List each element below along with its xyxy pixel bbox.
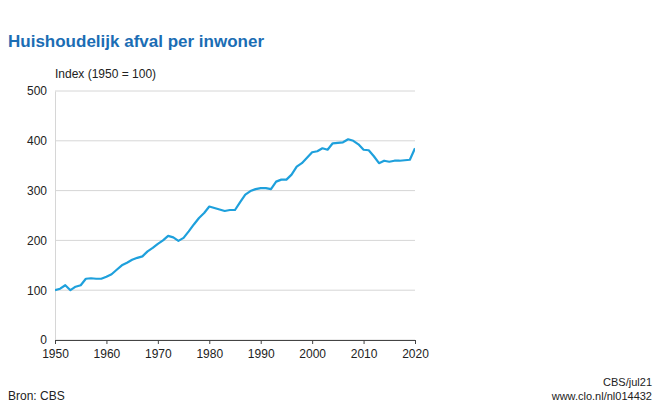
grid-line xyxy=(55,240,415,241)
y-tick: 200 xyxy=(27,234,55,248)
y-tick: 500 xyxy=(27,84,55,98)
x-tick: 2010 xyxy=(351,340,378,361)
y-tick-label: 100 xyxy=(27,284,47,298)
grid-line xyxy=(55,91,415,92)
x-tick-label: 2000 xyxy=(299,347,326,361)
x-tick: 1990 xyxy=(248,340,275,361)
y-tick: 100 xyxy=(27,284,55,298)
x-tick-mark xyxy=(209,340,210,344)
x-tick-label: 2020 xyxy=(402,347,429,361)
x-tick: 2000 xyxy=(299,340,326,361)
grid-line xyxy=(55,140,415,141)
y-axis-title: Index (1950 = 100) xyxy=(55,67,156,81)
x-tick-mark xyxy=(261,340,262,344)
x-axis-line xyxy=(56,340,416,341)
source: Bron: CBS xyxy=(8,389,65,403)
grid xyxy=(55,91,415,340)
y-tick-label: 300 xyxy=(27,184,47,198)
x-tick-label: 1970 xyxy=(145,347,172,361)
x-axis: 1950 1960 1970 1980 1990 2000 2010 2020 xyxy=(42,340,429,361)
x-tick: 1980 xyxy=(196,340,223,361)
plot: 0 100 200 300 400 500 1950 1960 1970 1980 1990 2000… xyxy=(27,84,429,360)
y-axis: 0 100 200 300 400 500 xyxy=(27,84,56,347)
annotation: CBS/jul21 xyxy=(603,376,652,388)
y-tick-label: 200 xyxy=(27,234,47,248)
y-tick: 0 xyxy=(40,333,55,347)
chart: Huishoudelijk afval per inwoner Index (19… xyxy=(0,0,660,407)
x-tick-mark xyxy=(158,340,159,344)
x-tick: 1960 xyxy=(94,340,121,361)
y-tick-label: 400 xyxy=(27,134,47,148)
x-tick-mark xyxy=(312,340,313,344)
line xyxy=(55,139,415,290)
x-tick-label: 1990 xyxy=(248,347,275,361)
y-tick: 400 xyxy=(27,134,55,148)
x-tick-mark xyxy=(55,340,56,344)
x-tick: 2020 xyxy=(402,340,429,361)
x-tick: 1970 xyxy=(145,340,172,361)
x-tick-mark xyxy=(106,340,107,344)
x-tick-mark xyxy=(415,340,416,344)
grid-line xyxy=(55,190,415,191)
y-tick-label: 500 xyxy=(27,84,47,98)
grid-line xyxy=(55,290,415,291)
x-tick-label: 1950 xyxy=(42,347,69,361)
title: Huishoudelijk afval per inwoner xyxy=(8,32,264,51)
x-tick-mark xyxy=(364,340,365,344)
y-tick-label: 0 xyxy=(40,333,47,347)
y-tick: 300 xyxy=(27,184,55,198)
x-tick-label: 1960 xyxy=(94,347,121,361)
grid-line xyxy=(55,340,415,341)
x-tick-label: 2010 xyxy=(351,347,378,361)
x-tick: 1950 xyxy=(42,340,69,361)
annotation: www.clo.nl/nl014432 xyxy=(551,390,652,402)
x-tick-label: 1980 xyxy=(196,347,223,361)
y-axis-line xyxy=(55,92,56,341)
marks xyxy=(55,139,415,290)
